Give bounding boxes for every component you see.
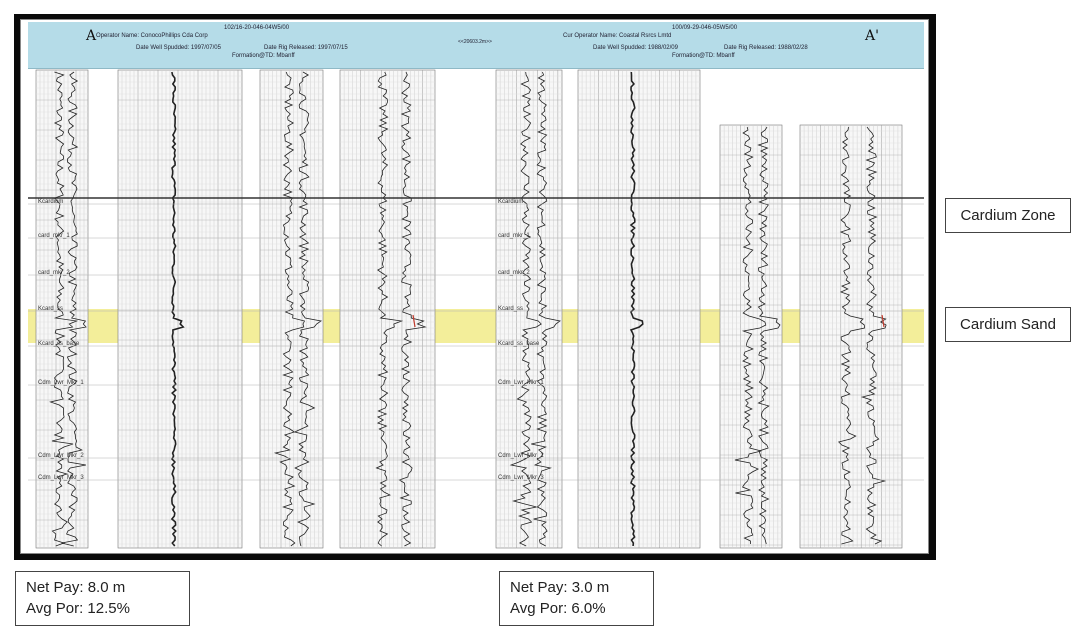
right-well-spudded: Date Well Spudded: 1988/02/09 (593, 45, 678, 51)
track-background (799, 124, 903, 549)
log-curve (375, 71, 404, 547)
right-formation-top-label: Kcard_ss (498, 306, 523, 312)
cardium-sand-label: Cardium Sand (945, 307, 1071, 342)
right-well-avg-por: Avg Por: 6.0% (510, 600, 606, 617)
left-well-summary: Net Pay: 8.0 m Avg Por: 12.5% (15, 571, 190, 626)
right-well-uwi: 100/09-29-046-05W5/00 (672, 25, 738, 31)
left-formation-top-label: Cdm_Lwr_Mkr_2 (38, 453, 84, 459)
left-formation-top-label: Cdm_Lwr_Mkr_3 (38, 475, 84, 481)
left-well-avg-por: Avg Por: 12.5% (26, 600, 130, 617)
left-formation-top-label: card_mkr_1 (38, 233, 70, 239)
right-well-net-pay: Net Pay: 3.0 m (510, 579, 610, 596)
left-formation-top-label: Kcardium (38, 199, 63, 205)
log-curve (398, 71, 427, 547)
log-track (35, 69, 89, 549)
section-end-label: A' (865, 28, 879, 44)
left-well-net-pay: Net Pay: 8.0 m (26, 579, 126, 596)
right-formation-top-label: Cdm_Lwr_Mkr_2 (498, 453, 544, 459)
right-formation-top-label: card_mkr_2 (498, 270, 530, 276)
left-well-spudded: Date Well Spudded: 1997/07/05 (136, 45, 221, 51)
cardium-zone-label: Cardium Zone (945, 198, 1071, 233)
right-formation-top-label: Cdm_Lwr_Mkr_1 (498, 380, 544, 386)
section-start-label: A (86, 28, 97, 44)
right-well-rig-released: Date Rig Released: 1988/02/28 (724, 45, 808, 51)
log-curve (838, 126, 865, 545)
left-formation-top-label: card_mkr_2 (38, 270, 70, 276)
log-track (339, 69, 436, 549)
left-well-uwi: 102/16-20-046-04W5/00 (224, 25, 290, 31)
log-track (799, 124, 903, 549)
log-curve (531, 71, 561, 547)
track-background (35, 69, 89, 549)
log-curve (860, 126, 887, 545)
track-background (117, 69, 243, 549)
sand-marker (881, 314, 885, 328)
track-background (719, 124, 783, 549)
log-curve (509, 71, 542, 547)
log-curve (757, 126, 781, 545)
right-formation-top-label: Cdm_Lwr_Mkr_3 (498, 475, 544, 481)
left-well-operator: Operator Name: ConocoPhillips Cda Corp (96, 33, 208, 39)
right-well-formation: Formation@TD: Mbanff (672, 53, 735, 59)
log-track (577, 69, 701, 549)
track-background (339, 69, 436, 549)
right-formation-top-label: Kcardium (498, 199, 523, 205)
well-distance: <<20603.2m>> (458, 39, 492, 45)
log-curve (170, 71, 185, 547)
log-curve (629, 71, 644, 547)
well-log-tracks: Kcardium card_mkr_1 card_mkr_2 Kcard_ss Kcar… (28, 69, 924, 549)
left-formation-top-label: Kcard_ss_base (38, 341, 80, 347)
log-track (719, 124, 783, 549)
sand-marker (412, 314, 416, 328)
left-well-formation: Formation@TD: Mbanff (232, 53, 295, 59)
log-curve (734, 126, 767, 544)
log-track (495, 69, 563, 549)
right-well-summary: Net Pay: 3.0 m Avg Por: 6.0% (499, 571, 654, 626)
log-track (117, 69, 243, 549)
log-curve (49, 71, 79, 547)
right-well-operator: Cur Operator Name: Coastal Rsrcs Lmtd (563, 33, 672, 39)
left-formation-top-label: Cdm_Lwr_Mkr_1 (38, 380, 84, 386)
log-curve (293, 71, 323, 547)
right-formation-top-label: Kcard_ss_base (498, 341, 540, 347)
log-curve (61, 71, 87, 547)
well-header-band: A 102/16-20-046-04W5/00 Operator Name: C… (28, 22, 924, 69)
right-formation-top-label: card_mkr_1 (498, 233, 530, 239)
left-formation-top-label: Kcard_ss (38, 306, 63, 312)
left-well-rig-released: Date Rig Released: 1997/07/15 (264, 45, 348, 51)
track-background (259, 69, 324, 549)
log-track (259, 69, 324, 549)
log-curve (273, 71, 306, 547)
